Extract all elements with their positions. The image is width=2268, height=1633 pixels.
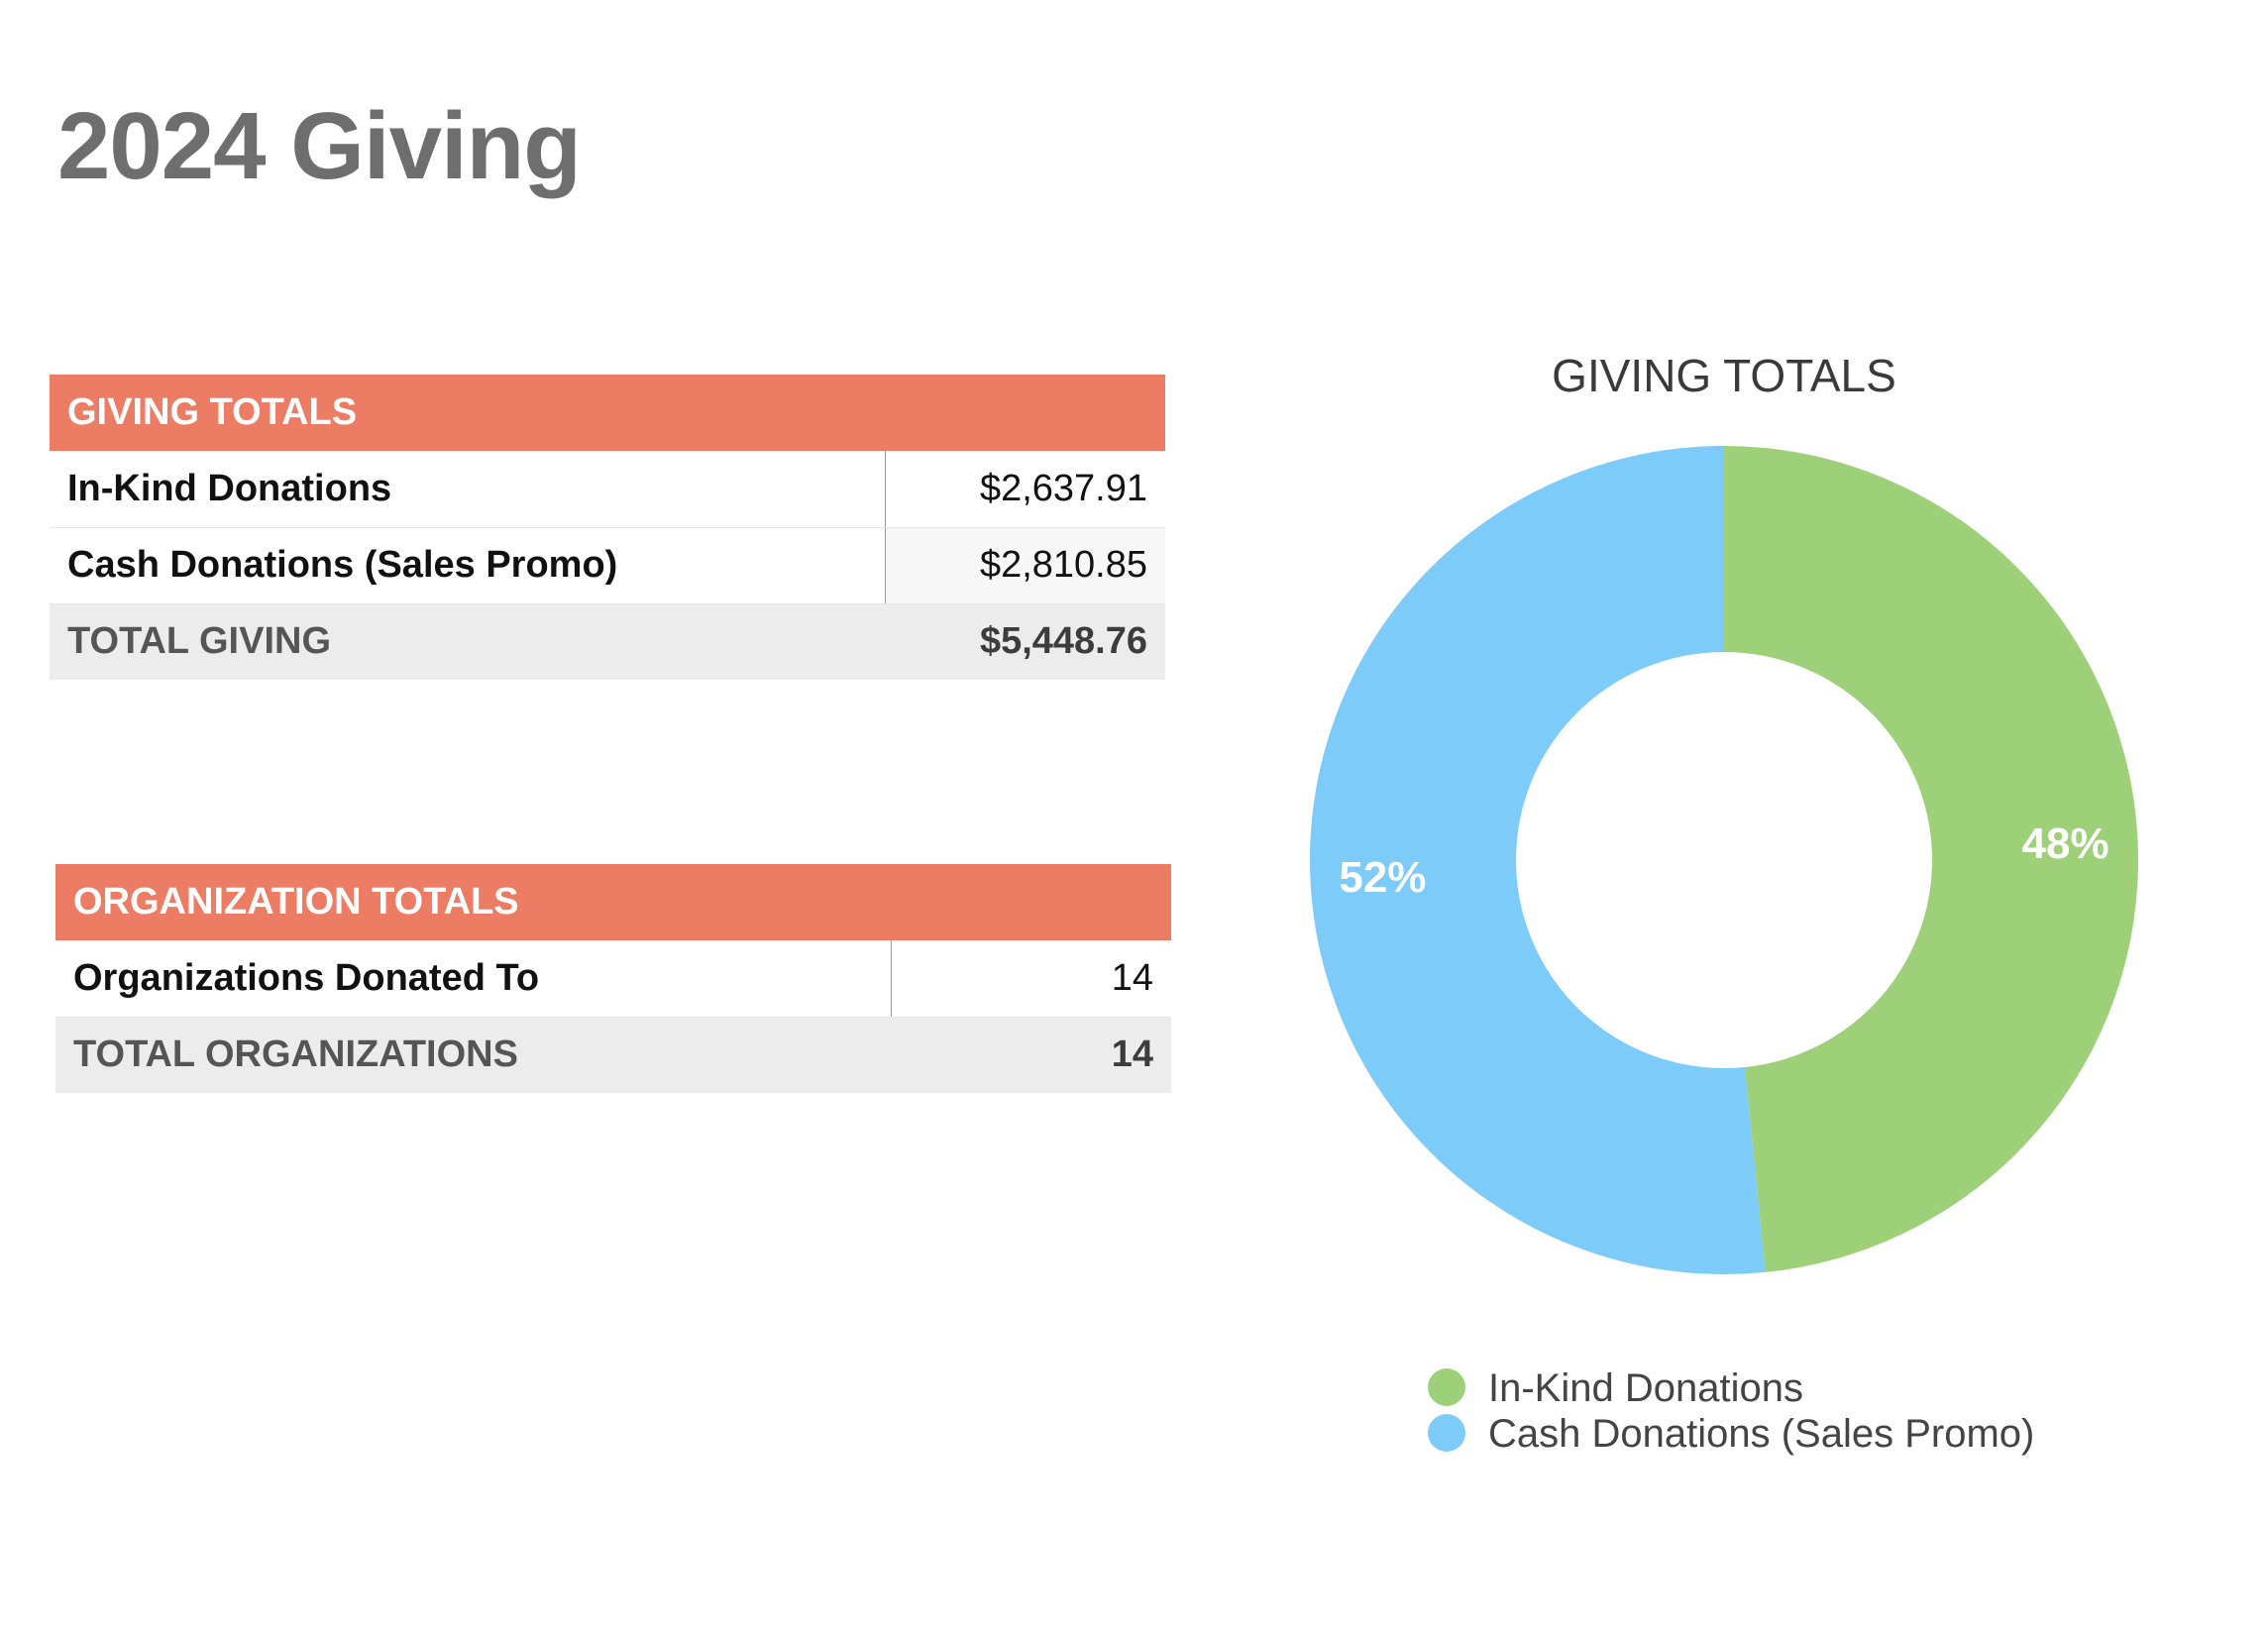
chart-title: GIVING TOTALS [1552, 350, 1896, 401]
page-title: 2024 Giving [57, 93, 582, 199]
chart-slice-labels: 48% 52% [1339, 819, 2108, 902]
row-value: $2,637.91 [884, 451, 1165, 528]
total-organizations-label: TOTAL ORGANIZATIONS [55, 1017, 891, 1093]
table-row: Organizations Donated To 14 [55, 940, 1172, 1018]
slice-percent-label: 52% [1339, 853, 1426, 902]
total-row: TOTAL GIVING $5,448.76 [50, 603, 1165, 680]
row-value: $2,810.85 [884, 527, 1165, 604]
giving-totals-donut-chart: GIVING TOTALS 48% 52% In-Kind DonationsCa… [1310, 350, 2138, 1456]
table-header-row: ORGANIZATION TOTALS [55, 864, 1172, 940]
legend-swatch [1428, 1368, 1465, 1406]
legend-label: Cash Donations (Sales Promo) [1488, 1412, 2034, 1456]
table-row: In-Kind Donations $2,637.91 [50, 451, 1165, 528]
chart-slices [1310, 446, 2138, 1274]
table-row: Cash Donations (Sales Promo) $2,810.85 [50, 527, 1165, 604]
organization-totals-table: ORGANIZATION TOTALS Organizations Donate… [55, 864, 1172, 1093]
row-label: Organizations Donated To [55, 940, 891, 1018]
slice-percent-label: 48% [2022, 819, 2109, 868]
organization-totals-header: ORGANIZATION TOTALS [55, 864, 1172, 940]
donut-slice-cash [1310, 446, 1766, 1274]
total-organizations-value: 14 [891, 1017, 1172, 1093]
legend-swatch [1428, 1414, 1465, 1452]
legend-label: In-Kind Donations [1488, 1366, 1803, 1410]
row-label: In-Kind Donations [50, 451, 885, 528]
total-giving-label: TOTAL GIVING [50, 603, 885, 680]
giving-totals-table: GIVING TOTALS In-Kind Donations $2,637.9… [50, 375, 1165, 680]
donut-slice-in-kind [1724, 446, 2138, 1272]
row-value: 14 [890, 940, 1172, 1018]
total-giving-value: $5,448.76 [885, 603, 1165, 680]
total-row: TOTAL ORGANIZATIONS 14 [55, 1017, 1172, 1093]
table-header-row: GIVING TOTALS [50, 375, 1165, 451]
row-label: Cash Donations (Sales Promo) [50, 527, 885, 604]
giving-totals-header: GIVING TOTALS [50, 375, 1165, 451]
